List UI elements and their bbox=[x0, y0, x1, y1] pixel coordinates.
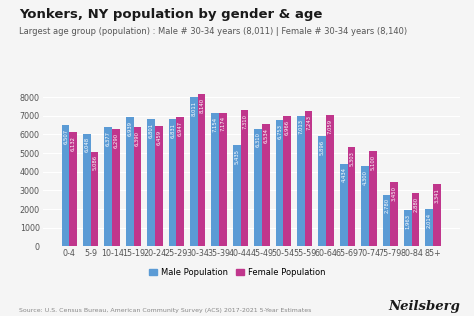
Text: 6,377: 6,377 bbox=[106, 131, 111, 146]
Bar bbox=[134, 127, 141, 246]
Bar bbox=[219, 112, 227, 246]
Text: 6,507: 6,507 bbox=[63, 129, 68, 144]
Text: 6,048: 6,048 bbox=[84, 137, 90, 152]
Text: 5,086: 5,086 bbox=[92, 155, 97, 170]
Text: 6,310: 6,310 bbox=[255, 132, 261, 147]
Text: Neilsberg: Neilsberg bbox=[388, 300, 460, 313]
Text: 6,753: 6,753 bbox=[277, 124, 282, 139]
Text: 7,154: 7,154 bbox=[213, 117, 218, 132]
Text: 5,303: 5,303 bbox=[349, 151, 354, 166]
Text: 5,100: 5,100 bbox=[370, 155, 375, 170]
Bar bbox=[412, 193, 419, 246]
Bar bbox=[69, 132, 77, 246]
Bar bbox=[112, 129, 120, 246]
Text: 5,435: 5,435 bbox=[234, 149, 239, 164]
Bar bbox=[254, 129, 262, 246]
Text: 1,963: 1,963 bbox=[405, 214, 410, 228]
Text: 6,966: 6,966 bbox=[285, 120, 290, 135]
Text: 6,831: 6,831 bbox=[170, 123, 175, 138]
Text: 8,140: 8,140 bbox=[199, 98, 204, 113]
Text: Largest age group (population) : Male # 30-34 years (8,011) | Female # 30-34 yea: Largest age group (population) : Male # … bbox=[19, 27, 407, 36]
Bar bbox=[369, 151, 377, 246]
Bar bbox=[198, 94, 205, 246]
Bar bbox=[211, 113, 219, 246]
Text: Yonkers, NY population by gender & age: Yonkers, NY population by gender & age bbox=[19, 8, 322, 21]
Bar bbox=[390, 182, 398, 246]
Bar bbox=[104, 127, 112, 246]
Text: 4,434: 4,434 bbox=[341, 167, 346, 182]
Text: 7,013: 7,013 bbox=[298, 119, 303, 134]
Bar bbox=[262, 125, 270, 246]
Bar bbox=[425, 209, 433, 246]
Bar bbox=[326, 115, 334, 246]
Text: 6,132: 6,132 bbox=[71, 136, 76, 151]
Text: 7,243: 7,243 bbox=[306, 115, 311, 130]
Text: 3,450: 3,450 bbox=[392, 186, 397, 201]
Bar bbox=[305, 111, 312, 246]
Bar bbox=[62, 125, 69, 246]
Text: Source: U.S. Census Bureau, American Community Survey (ACS) 2017-2021 5-Year Est: Source: U.S. Census Bureau, American Com… bbox=[19, 308, 311, 313]
Text: 5,896: 5,896 bbox=[320, 140, 325, 155]
Text: 7,059: 7,059 bbox=[328, 118, 332, 134]
Bar bbox=[169, 119, 176, 246]
Text: 3,341: 3,341 bbox=[435, 188, 439, 203]
Bar bbox=[319, 137, 326, 246]
Text: 2,780: 2,780 bbox=[384, 198, 389, 213]
Bar bbox=[126, 117, 134, 246]
Legend: Male Population, Female Population: Male Population, Female Population bbox=[146, 264, 328, 280]
Bar bbox=[340, 164, 347, 246]
Bar bbox=[383, 195, 390, 246]
Text: 7,310: 7,310 bbox=[242, 114, 247, 129]
Bar bbox=[361, 166, 369, 246]
Bar bbox=[347, 148, 355, 246]
Text: 6,290: 6,290 bbox=[113, 133, 118, 148]
Text: 6,390: 6,390 bbox=[135, 131, 140, 146]
Text: 6,947: 6,947 bbox=[178, 120, 182, 136]
Bar bbox=[190, 97, 198, 246]
Bar bbox=[155, 126, 163, 246]
Text: 7,174: 7,174 bbox=[220, 116, 226, 131]
Bar bbox=[297, 116, 305, 246]
Bar bbox=[83, 134, 91, 246]
Bar bbox=[91, 151, 99, 246]
Text: 6,459: 6,459 bbox=[156, 130, 161, 145]
Text: 4,300: 4,300 bbox=[363, 170, 367, 185]
Bar bbox=[275, 120, 283, 246]
Text: 8,011: 8,011 bbox=[191, 100, 196, 116]
Bar bbox=[283, 116, 291, 246]
Text: 6,534: 6,534 bbox=[263, 128, 268, 143]
Text: 2,880: 2,880 bbox=[413, 197, 418, 212]
Bar bbox=[233, 145, 240, 246]
Bar bbox=[147, 119, 155, 246]
Text: 2,014: 2,014 bbox=[427, 213, 432, 228]
Text: 6,801: 6,801 bbox=[148, 123, 154, 138]
Text: 6,939: 6,939 bbox=[127, 121, 132, 136]
Bar bbox=[404, 210, 412, 246]
Bar bbox=[176, 117, 184, 246]
Bar bbox=[433, 184, 441, 246]
Bar bbox=[240, 110, 248, 246]
